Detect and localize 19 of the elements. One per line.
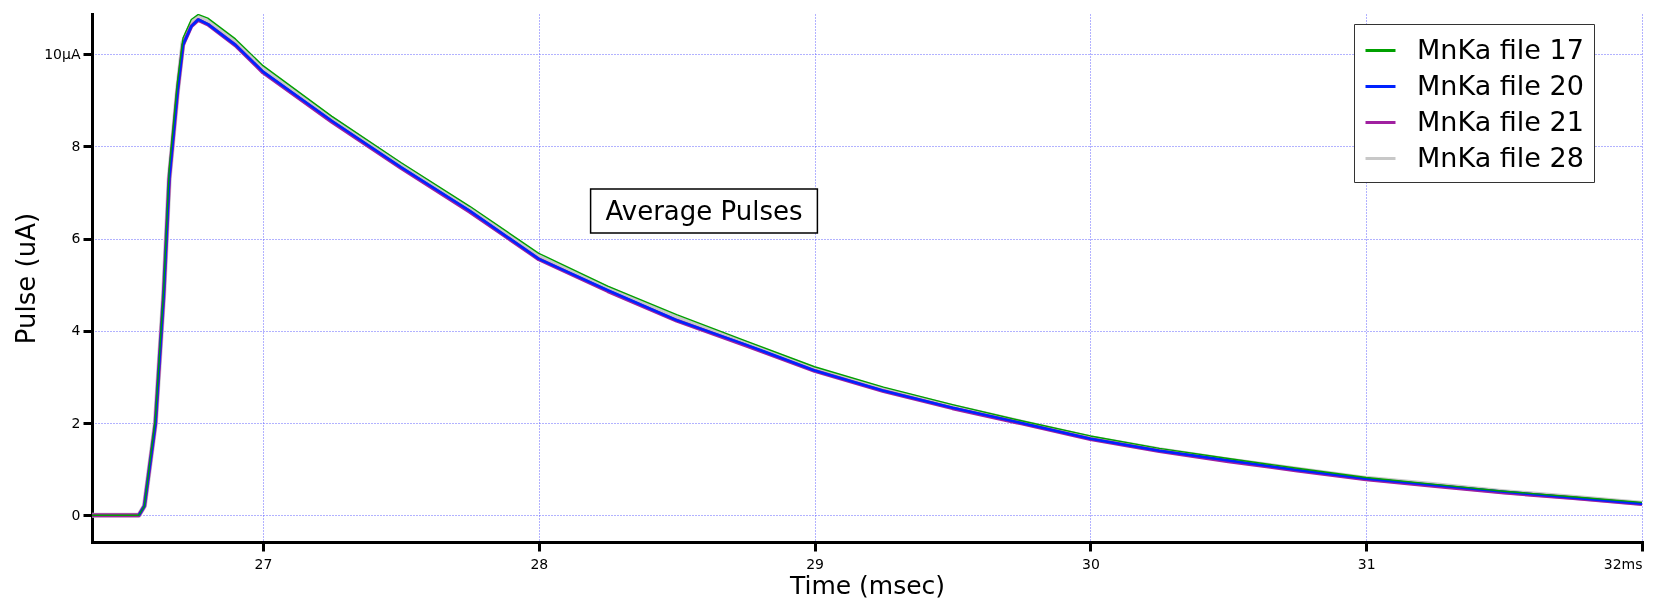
x-tick-label: 31 [1357,555,1376,572]
x-tick-label: 27 [254,555,273,572]
x-tick-label: 28 [530,555,549,572]
x-tick-label: 29 [806,555,825,572]
x-tick-label: 32ms [1603,555,1643,572]
legend-label: MnKa file 28 [1417,141,1584,173]
y-tick-label: 8 [71,137,81,154]
y-tick-label: 0 [71,506,81,523]
x-tick-label: 30 [1081,555,1100,572]
legend-label: MnKa file 20 [1417,69,1584,101]
y-axis-title: Pulse (uA) [11,212,42,345]
x-axis-title: Time (msec) [788,570,946,600]
y-tick-label: 6 [71,230,81,247]
y-tick-label: 4 [71,322,81,339]
legend-label: MnKa file 21 [1417,105,1584,137]
y-tick-label: 2 [71,414,81,431]
legend-label: MnKa file 17 [1417,33,1584,65]
y-tick-label: 10μA [44,45,81,62]
annotation: Average Pulses [605,196,803,226]
